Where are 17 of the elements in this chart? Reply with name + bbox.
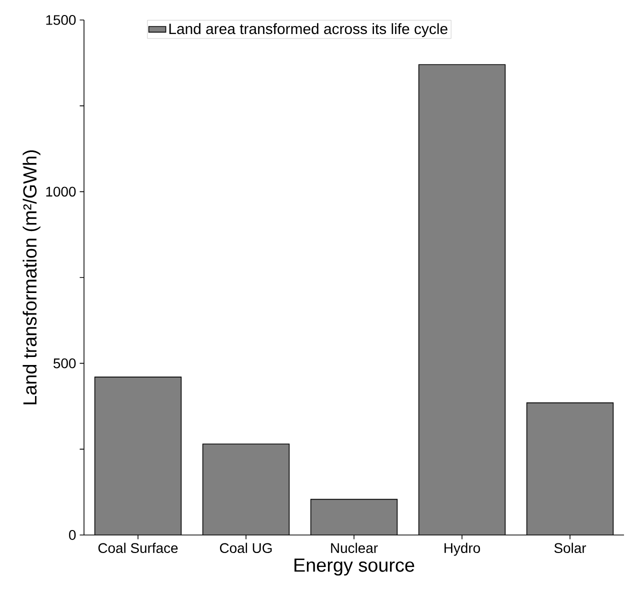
bar — [202, 444, 290, 535]
legend-label: Land area transformed across its life cycle — [169, 23, 448, 38]
bar — [526, 402, 614, 535]
bar — [94, 377, 182, 535]
bar — [418, 64, 506, 535]
x-tick-label: Nuclear — [331, 542, 378, 554]
x-tick-label: Solar — [554, 542, 586, 554]
bar — [310, 499, 398, 535]
x-tick-label: Hydro — [444, 542, 480, 556]
y-tick-label: 0 — [69, 530, 76, 540]
y-tick-label: 500 — [54, 358, 76, 368]
x-axis-title: Energy source — [294, 558, 414, 576]
y-axis-title: Land transformation (m²/GWh) — [22, 150, 40, 404]
y-tick-label: 1000 — [46, 186, 76, 197]
x-tick-label: Coal Surface — [98, 542, 178, 554]
y-tick-label: 1500 — [46, 15, 76, 25]
x-tick-label: Coal UG — [220, 542, 272, 554]
